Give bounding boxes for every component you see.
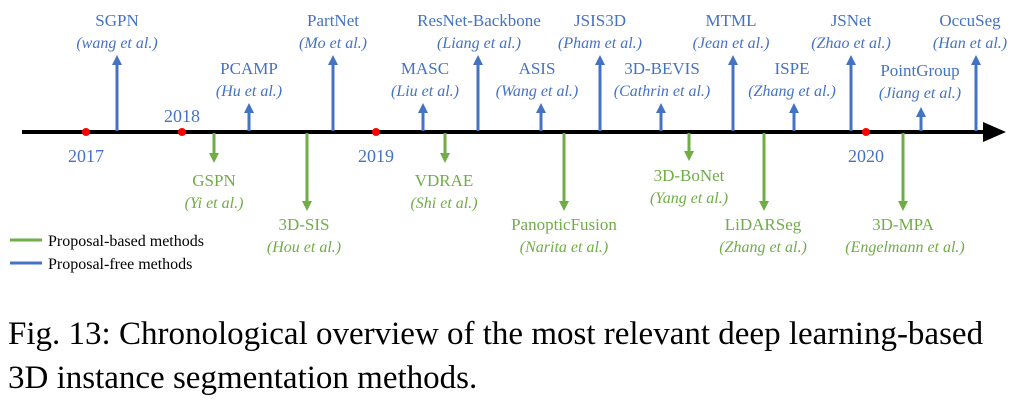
- year-marker-2018: [178, 128, 186, 136]
- timeline-diagram: 2017 2018 2019 2020 SGPN (wang et al.) P…: [10, 11, 1007, 273]
- method-authors-resnet-backbone: (Liang et al.): [437, 35, 521, 52]
- figure-caption: Fig. 13: Chronological overview of the m…: [8, 316, 984, 396]
- method-authors-jsnet: (Zhao et al.): [811, 35, 891, 52]
- year-label-2017: 2017: [68, 146, 104, 166]
- legend-label-proposal-based: Proposal-based methods: [48, 233, 204, 250]
- method-authors-mtml: (Jean et al.): [693, 35, 770, 52]
- method-name-mtml: MTML: [706, 11, 757, 30]
- method-authors-pointgroup: (Jiang et al.): [879, 85, 961, 102]
- method-authors-3d-sis: (Hou et al.): [267, 239, 341, 256]
- time-axis-arrowhead: [983, 122, 1006, 142]
- year-marker-2019: [372, 128, 380, 136]
- method-authors-lidarseg: (Zhang et al.): [719, 239, 807, 256]
- method-name-3d-mpa: 3D-MPA: [872, 215, 934, 234]
- year-label-2020: 2020: [848, 146, 884, 166]
- method-authors-ispe: (Zhang et al.): [748, 83, 836, 100]
- method-name-jsnet: JSNet: [831, 11, 872, 30]
- year-marker-2017: [82, 128, 90, 136]
- year-label-2019: 2019: [358, 146, 394, 166]
- method-authors-3d-bonet: (Yang et al.): [650, 190, 728, 207]
- method-name-masc: MASC: [401, 59, 449, 78]
- method-authors-gspn: (Yi et al.): [185, 195, 244, 212]
- method-authors-masc: (Liu et al.): [391, 83, 459, 100]
- method-name-3d-sis: 3D-SIS: [278, 215, 329, 234]
- method-name-asis: ASIS: [519, 59, 556, 78]
- method-name-lidarseg: LiDARSeg: [725, 215, 802, 234]
- method-authors-partnet: (Mo et al.): [299, 35, 367, 52]
- method-authors-panopticfusion: (Narita et al.): [520, 239, 608, 256]
- method-name-pcamp: PCAMP: [220, 59, 278, 78]
- method-name-pointgroup: PointGroup: [880, 61, 959, 80]
- method-name-resnet-backbone: ResNet-Backbone: [417, 11, 541, 30]
- method-authors-asis: (Wang et al.): [496, 83, 579, 100]
- method-name-3d-bonet: 3D-BoNet: [654, 166, 725, 185]
- legend-label-proposal-free: Proposal-free methods: [48, 256, 192, 273]
- method-name-occuseg: OccuSeg: [939, 11, 1001, 30]
- method-name-vdrae: VDRAE: [415, 171, 474, 190]
- method-authors-3d-bevis: (Cathrin et al.): [614, 83, 710, 100]
- year-marker-2020: [862, 128, 870, 136]
- method-name-sgpn: SGPN: [95, 11, 138, 30]
- year-label-2018: 2018: [164, 106, 200, 126]
- method-authors-vdrae: (Shi et al.): [410, 195, 477, 212]
- method-authors-3d-mpa: (Engelmann et al.): [845, 239, 965, 256]
- method-name-jsis3d: JSIS3D: [574, 11, 626, 30]
- method-name-3d-bevis: 3D-BEVIS: [624, 59, 700, 78]
- legend: Proposal-based methods Proposal-free met…: [10, 233, 204, 273]
- method-name-panopticfusion: PanopticFusion: [511, 215, 617, 234]
- method-authors-sgpn: (wang et al.): [76, 35, 157, 52]
- method-name-partnet: PartNet: [307, 11, 359, 30]
- method-authors-pcamp: (Hu et al.): [216, 83, 282, 100]
- method-authors-occuseg: (Han et al.): [933, 35, 1007, 52]
- method-name-gspn: GSPN: [192, 171, 235, 190]
- method-name-ispe: ISPE: [775, 59, 810, 78]
- method-authors-jsis3d: (Pham et al.): [558, 35, 642, 52]
